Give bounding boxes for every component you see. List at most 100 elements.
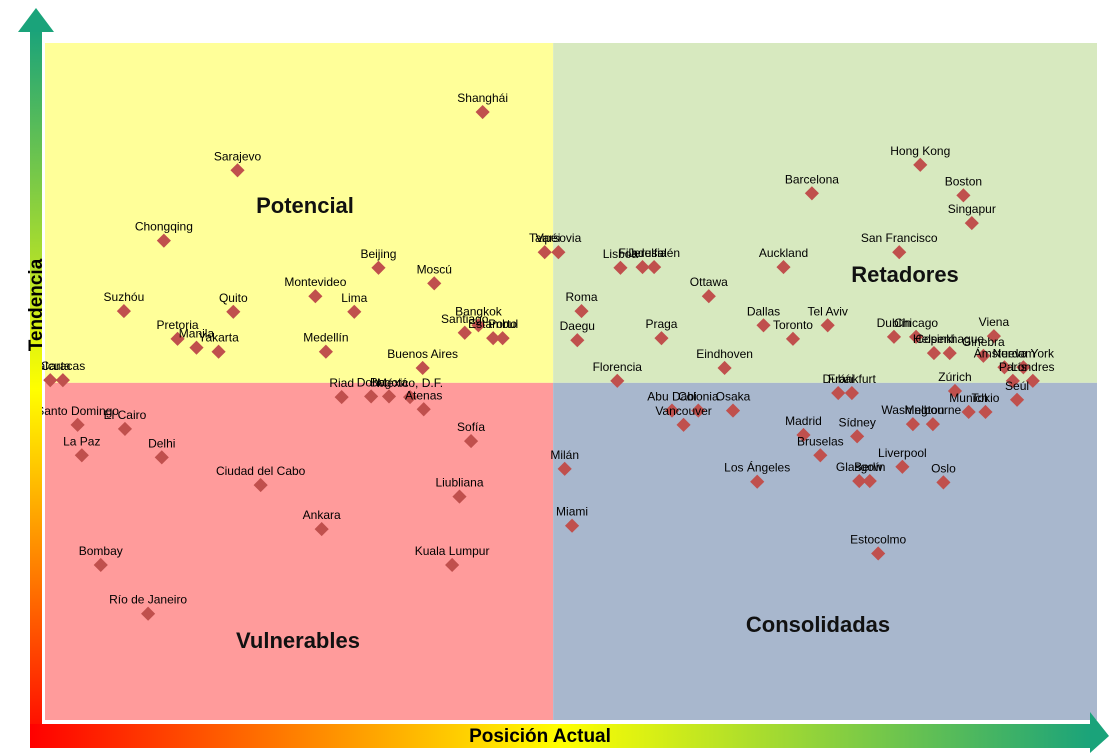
point-label: Buenos Aires: [387, 347, 458, 361]
point: [892, 245, 907, 260]
point-label: Oslo: [931, 461, 956, 475]
point: [978, 404, 993, 420]
point-label: Pretoria: [157, 318, 199, 332]
point-label: Liverpool: [878, 446, 927, 460]
point: [850, 429, 865, 444]
point-label: Praga: [645, 317, 677, 331]
point: [796, 427, 811, 443]
point: [416, 402, 431, 417]
point: [226, 304, 241, 319]
x-axis-label: Posición Actual: [469, 726, 611, 747]
point-label: Beijing: [360, 247, 396, 261]
point: [557, 461, 572, 476]
point-label: Tel Aviv: [807, 304, 847, 318]
point: [613, 260, 628, 275]
point-label: El Cairo: [104, 408, 147, 422]
quadrant-label: Vulnerables: [236, 628, 360, 653]
point-label: Santiago: [441, 312, 489, 326]
point-label: Barcelona: [785, 172, 839, 186]
point: [211, 344, 226, 359]
point-label: Hong Kong: [890, 144, 950, 158]
point-label: Berlín: [854, 460, 885, 474]
point-label: San Francisco: [861, 231, 938, 245]
point-label: Río de Janeiro: [109, 593, 187, 607]
point: [116, 304, 131, 319]
point-label: Lisboa: [603, 247, 639, 261]
point: [913, 157, 928, 172]
point: [475, 104, 490, 120]
point: [308, 289, 323, 304]
point-label: Ciudad del Cabo: [216, 464, 306, 478]
point-label: México, D.F.: [377, 376, 443, 390]
point-label: Abu Dabi: [647, 390, 696, 404]
point-label: Manila: [179, 327, 215, 341]
point: [371, 260, 386, 275]
point-label: Sofía: [457, 420, 485, 434]
point-label: Dallas: [747, 304, 780, 318]
point: [961, 404, 976, 420]
point-label: Madrid: [785, 414, 822, 428]
point: [676, 417, 691, 432]
point: [647, 260, 662, 275]
point: [452, 489, 467, 504]
point-label: Osaka: [716, 390, 751, 404]
point: [1009, 392, 1025, 407]
point: [415, 360, 430, 376]
point: [925, 417, 940, 432]
quadrant: [553, 43, 1097, 383]
y-axis-label: Tendencia: [26, 258, 47, 351]
point-label: Filadelfia: [619, 246, 667, 260]
point: [318, 344, 333, 359]
point: [1025, 373, 1040, 388]
point-label: Sarajevo: [214, 149, 262, 163]
point: [427, 276, 442, 291]
point-label: Medellín: [303, 331, 348, 345]
point-label: Yakarta: [198, 331, 239, 345]
point-label: Ginebra: [962, 335, 1005, 349]
point: [364, 389, 379, 404]
quadrant: [45, 43, 554, 383]
point: [691, 403, 706, 418]
x-axis-bar: [30, 724, 1092, 748]
point: [820, 318, 835, 333]
point-label: Montevideo: [284, 275, 346, 289]
point: [862, 473, 877, 489]
point-label: Bruselas: [797, 434, 844, 448]
point-label: Ottawa: [690, 275, 728, 289]
point: [813, 448, 828, 463]
point: [230, 163, 245, 178]
point: [93, 557, 108, 573]
quadrant: [553, 382, 1097, 720]
point: [964, 216, 979, 231]
point: [154, 450, 169, 465]
point: [43, 373, 58, 388]
point-label: Zúrich: [938, 370, 971, 384]
point-label: Taipéi: [529, 231, 560, 245]
point: [445, 557, 460, 573]
y-axis-arrow: [18, 8, 54, 32]
point-label: Copenhague: [915, 332, 984, 346]
point: [654, 331, 669, 346]
point-label: Porto: [488, 317, 517, 331]
point: [570, 333, 585, 348]
point-label: Moscú: [417, 262, 452, 276]
point: [70, 417, 85, 432]
point-label: Bangkok: [455, 304, 503, 318]
point: [905, 417, 920, 432]
point-label: Riad: [329, 376, 354, 390]
point-label: Atenas: [405, 388, 442, 402]
point-label: Ankara: [303, 508, 341, 522]
point: [55, 373, 70, 388]
point-label: Suzhóu: [104, 290, 145, 304]
point-label: París: [999, 360, 1027, 374]
point: [725, 403, 741, 418]
point-label: Colonia: [678, 390, 719, 404]
point-label: Roma: [566, 290, 598, 304]
quadrant-label: Potencial: [256, 193, 354, 218]
point: [776, 260, 791, 275]
point: [156, 233, 171, 248]
point: [486, 331, 501, 346]
point: [926, 345, 942, 361]
point-label: Daegu: [560, 319, 595, 333]
